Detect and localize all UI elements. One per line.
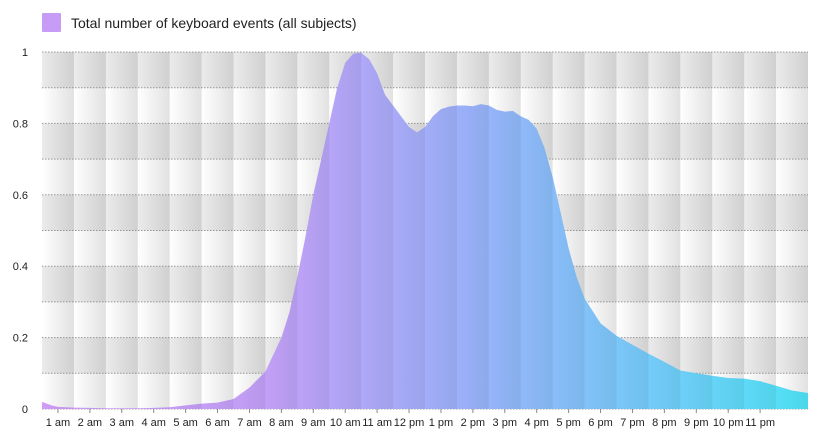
x-tick-label: 12 pm: [394, 417, 425, 429]
x-tick-label: 10 am: [330, 417, 361, 429]
x-tick-label: 9 pm: [684, 417, 708, 429]
x-tick-label: 3 am: [110, 417, 134, 429]
x-tick-label: 6 am: [205, 417, 229, 429]
area-column-shade: [105, 52, 138, 409]
area-column-shade: [42, 52, 74, 409]
x-tick-label: 8 pm: [652, 417, 676, 429]
x-tick-label: 11 am: [362, 417, 392, 429]
area-column-shade: [329, 52, 362, 409]
area-column-shade: [233, 52, 266, 409]
area-column-shade: [552, 52, 585, 409]
x-tick-label: 2 am: [78, 417, 102, 429]
legend: Total number of keyboard events (all sub…: [42, 13, 357, 32]
x-tick-label: 1 am: [46, 417, 70, 429]
y-tick-label: 0.8: [13, 118, 28, 130]
area-column-shade: [169, 52, 202, 409]
area-column-shade: [584, 52, 617, 409]
area-column-shade: [456, 52, 489, 409]
x-tick-label: 10 pm: [713, 417, 744, 429]
y-tick-label: 0.2: [13, 333, 28, 345]
area-column-shade: [744, 52, 777, 409]
area-column-shade: [425, 52, 457, 409]
x-tick-label: 8 am: [269, 417, 293, 429]
y-tick-label: 0: [22, 404, 28, 416]
x-tick-label: 4 pm: [524, 417, 548, 429]
area-column-shade: [393, 52, 425, 409]
area-column-shade: [680, 52, 713, 409]
x-tick-label: 9 am: [301, 417, 325, 429]
x-tick-label: 11 pm: [745, 417, 775, 429]
area-column-shade: [137, 52, 170, 409]
x-tick-label: 6 pm: [588, 417, 612, 429]
x-tick-label: 4 am: [141, 417, 165, 429]
area-column-shade: [361, 52, 394, 409]
area-column-shade: [520, 52, 553, 409]
area-column-shade: [73, 52, 106, 409]
x-tick-label: 1 pm: [429, 417, 453, 429]
legend-label: Total number of keyboard events (all sub…: [71, 14, 357, 31]
area-column-shade: [297, 52, 330, 409]
area-column-shade: [265, 52, 298, 409]
x-tick-label: 7 pm: [620, 417, 644, 429]
x-tick-label: 7 am: [237, 417, 261, 429]
area-column-shade: [712, 52, 745, 409]
legend-swatch: [42, 13, 61, 32]
area-column-shade: [616, 52, 649, 409]
area-column-shade: [201, 52, 234, 409]
y-tick-label: 0.6: [13, 190, 28, 202]
x-tick-label: 2 pm: [461, 417, 485, 429]
area-column-shade: [488, 52, 521, 409]
area-column-shade: [776, 52, 808, 409]
y-tick-label: 1: [22, 47, 28, 59]
area-column-shade: [648, 52, 681, 409]
x-tick-label: 3 pm: [493, 417, 517, 429]
y-tick-label: 0.4: [13, 261, 28, 273]
x-tick-label: 5 am: [173, 417, 197, 429]
x-tick-label: 5 pm: [556, 417, 580, 429]
